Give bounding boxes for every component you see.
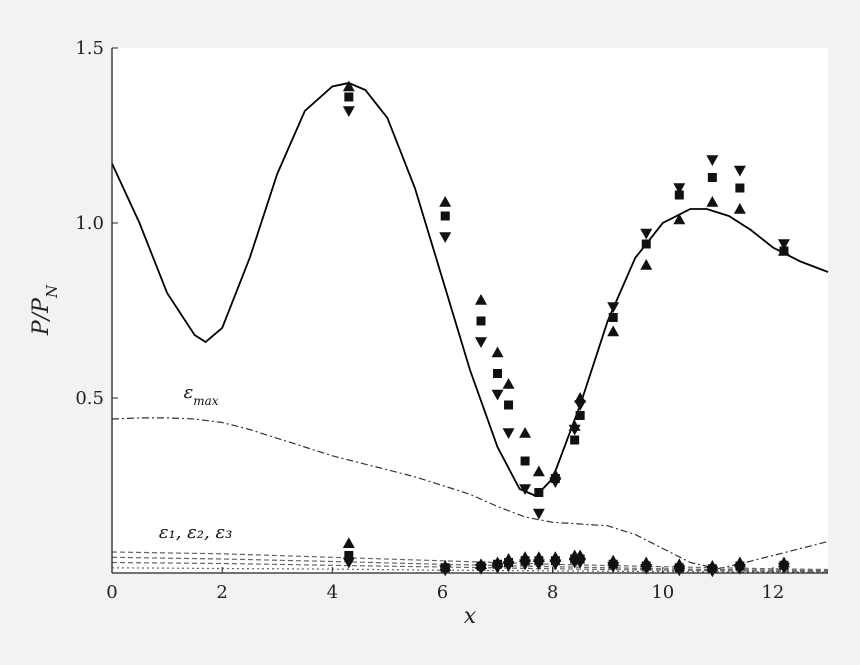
data-point-triangle-up [439,196,452,207]
data-point-triangle-up [519,427,532,438]
data-point-triangle-down [491,562,504,574]
data-point-square [707,173,717,182]
data-point-triangle-down [475,337,488,348]
data-point-triangle-down [549,559,562,571]
data-point-triangle-up [342,80,355,92]
data-point-triangle-up [673,213,686,225]
data-point-triangle-down [519,559,532,571]
data-point-triangle-up [532,465,545,477]
plot-background [112,48,828,573]
data-point-square [608,313,618,322]
y-axis-title: P/PN [29,284,61,336]
plot-area [111,80,829,578]
data-point-square [575,411,585,420]
data-point-triangle-down [491,389,504,401]
x-tick-label: 12 [761,582,784,603]
x-tick-label: 0 [106,582,117,603]
data-point-triangle-up [342,537,355,549]
data-point-triangle-up [574,392,587,403]
x-tick-label: 4 [327,582,338,603]
data-point-triangle-down [673,183,686,194]
data-point-triangle-down [519,484,532,495]
data-point-square [674,190,684,200]
data-point-triangle-down [777,239,790,250]
data-point-triangle-down [439,232,452,243]
data-point-square [570,435,580,445]
data-point-triangle-down [532,508,545,520]
data-point-triangle-up [706,196,719,207]
data-point-triangle-down [549,477,562,488]
data-point-square [504,400,514,410]
data-point-square [520,456,530,466]
data-point-square [534,488,544,497]
x-axis-title: x [464,604,477,629]
data-point-triangle-down [607,561,620,573]
data-point-square [344,92,354,102]
y-tick-label: 0.5 [75,388,104,409]
data-point-triangle-down [640,564,653,575]
data-point-triangle-down [607,302,620,313]
annotation-1: ε₁, ε₂, ε₃ [159,522,233,543]
data-point-triangle-down [706,566,719,578]
data-point-triangle-down [475,564,488,575]
data-point-square [641,239,651,249]
x-tick-label: 6 [437,582,448,603]
data-point-square [735,183,745,193]
data-point-triangle-down [342,106,355,117]
x-tick-label: 8 [547,582,558,603]
axes [111,48,828,574]
data-point-square [476,316,486,326]
data-point-square [493,369,503,378]
data-point-triangle-up [502,378,515,389]
data-point-triangle-down [532,559,545,571]
data-point-square [440,211,450,221]
data-point-triangle-down [673,565,686,577]
data-point-triangle-down [640,228,653,240]
data-point-triangle-down [502,561,515,572]
data-point-triangle-down [574,557,587,569]
data-point-triangle-down [733,564,746,575]
data-point-triangle-down [342,557,355,569]
data-point-triangle-down [568,424,581,436]
data-point-triangle-down [733,165,746,177]
x-tick-label: 10 [651,582,674,603]
data-point-triangle-up [640,259,653,270]
y-tick-label: 1.0 [75,213,104,234]
axis-titles: x P/PN [29,284,477,629]
data-point-square [344,551,354,560]
data-point-triangle-down [502,428,515,439]
data-point-triangle-up [607,325,620,337]
data-point-triangle-down [706,155,719,166]
series-line-0 [111,82,829,498]
data-point-triangle-up [475,294,488,305]
data-point-triangle-down [777,562,790,574]
data-point-triangle-up [491,346,504,358]
data-point-triangle-up [733,203,746,214]
x-tick-label: 2 [216,582,227,603]
data-point-square [779,246,789,256]
ticks: 0 2 4 6 8 10 12 0.5 1.0 1.5 [75,38,784,603]
y-tick-label: 1.5 [75,38,104,59]
data-point-triangle-down [574,400,587,411]
